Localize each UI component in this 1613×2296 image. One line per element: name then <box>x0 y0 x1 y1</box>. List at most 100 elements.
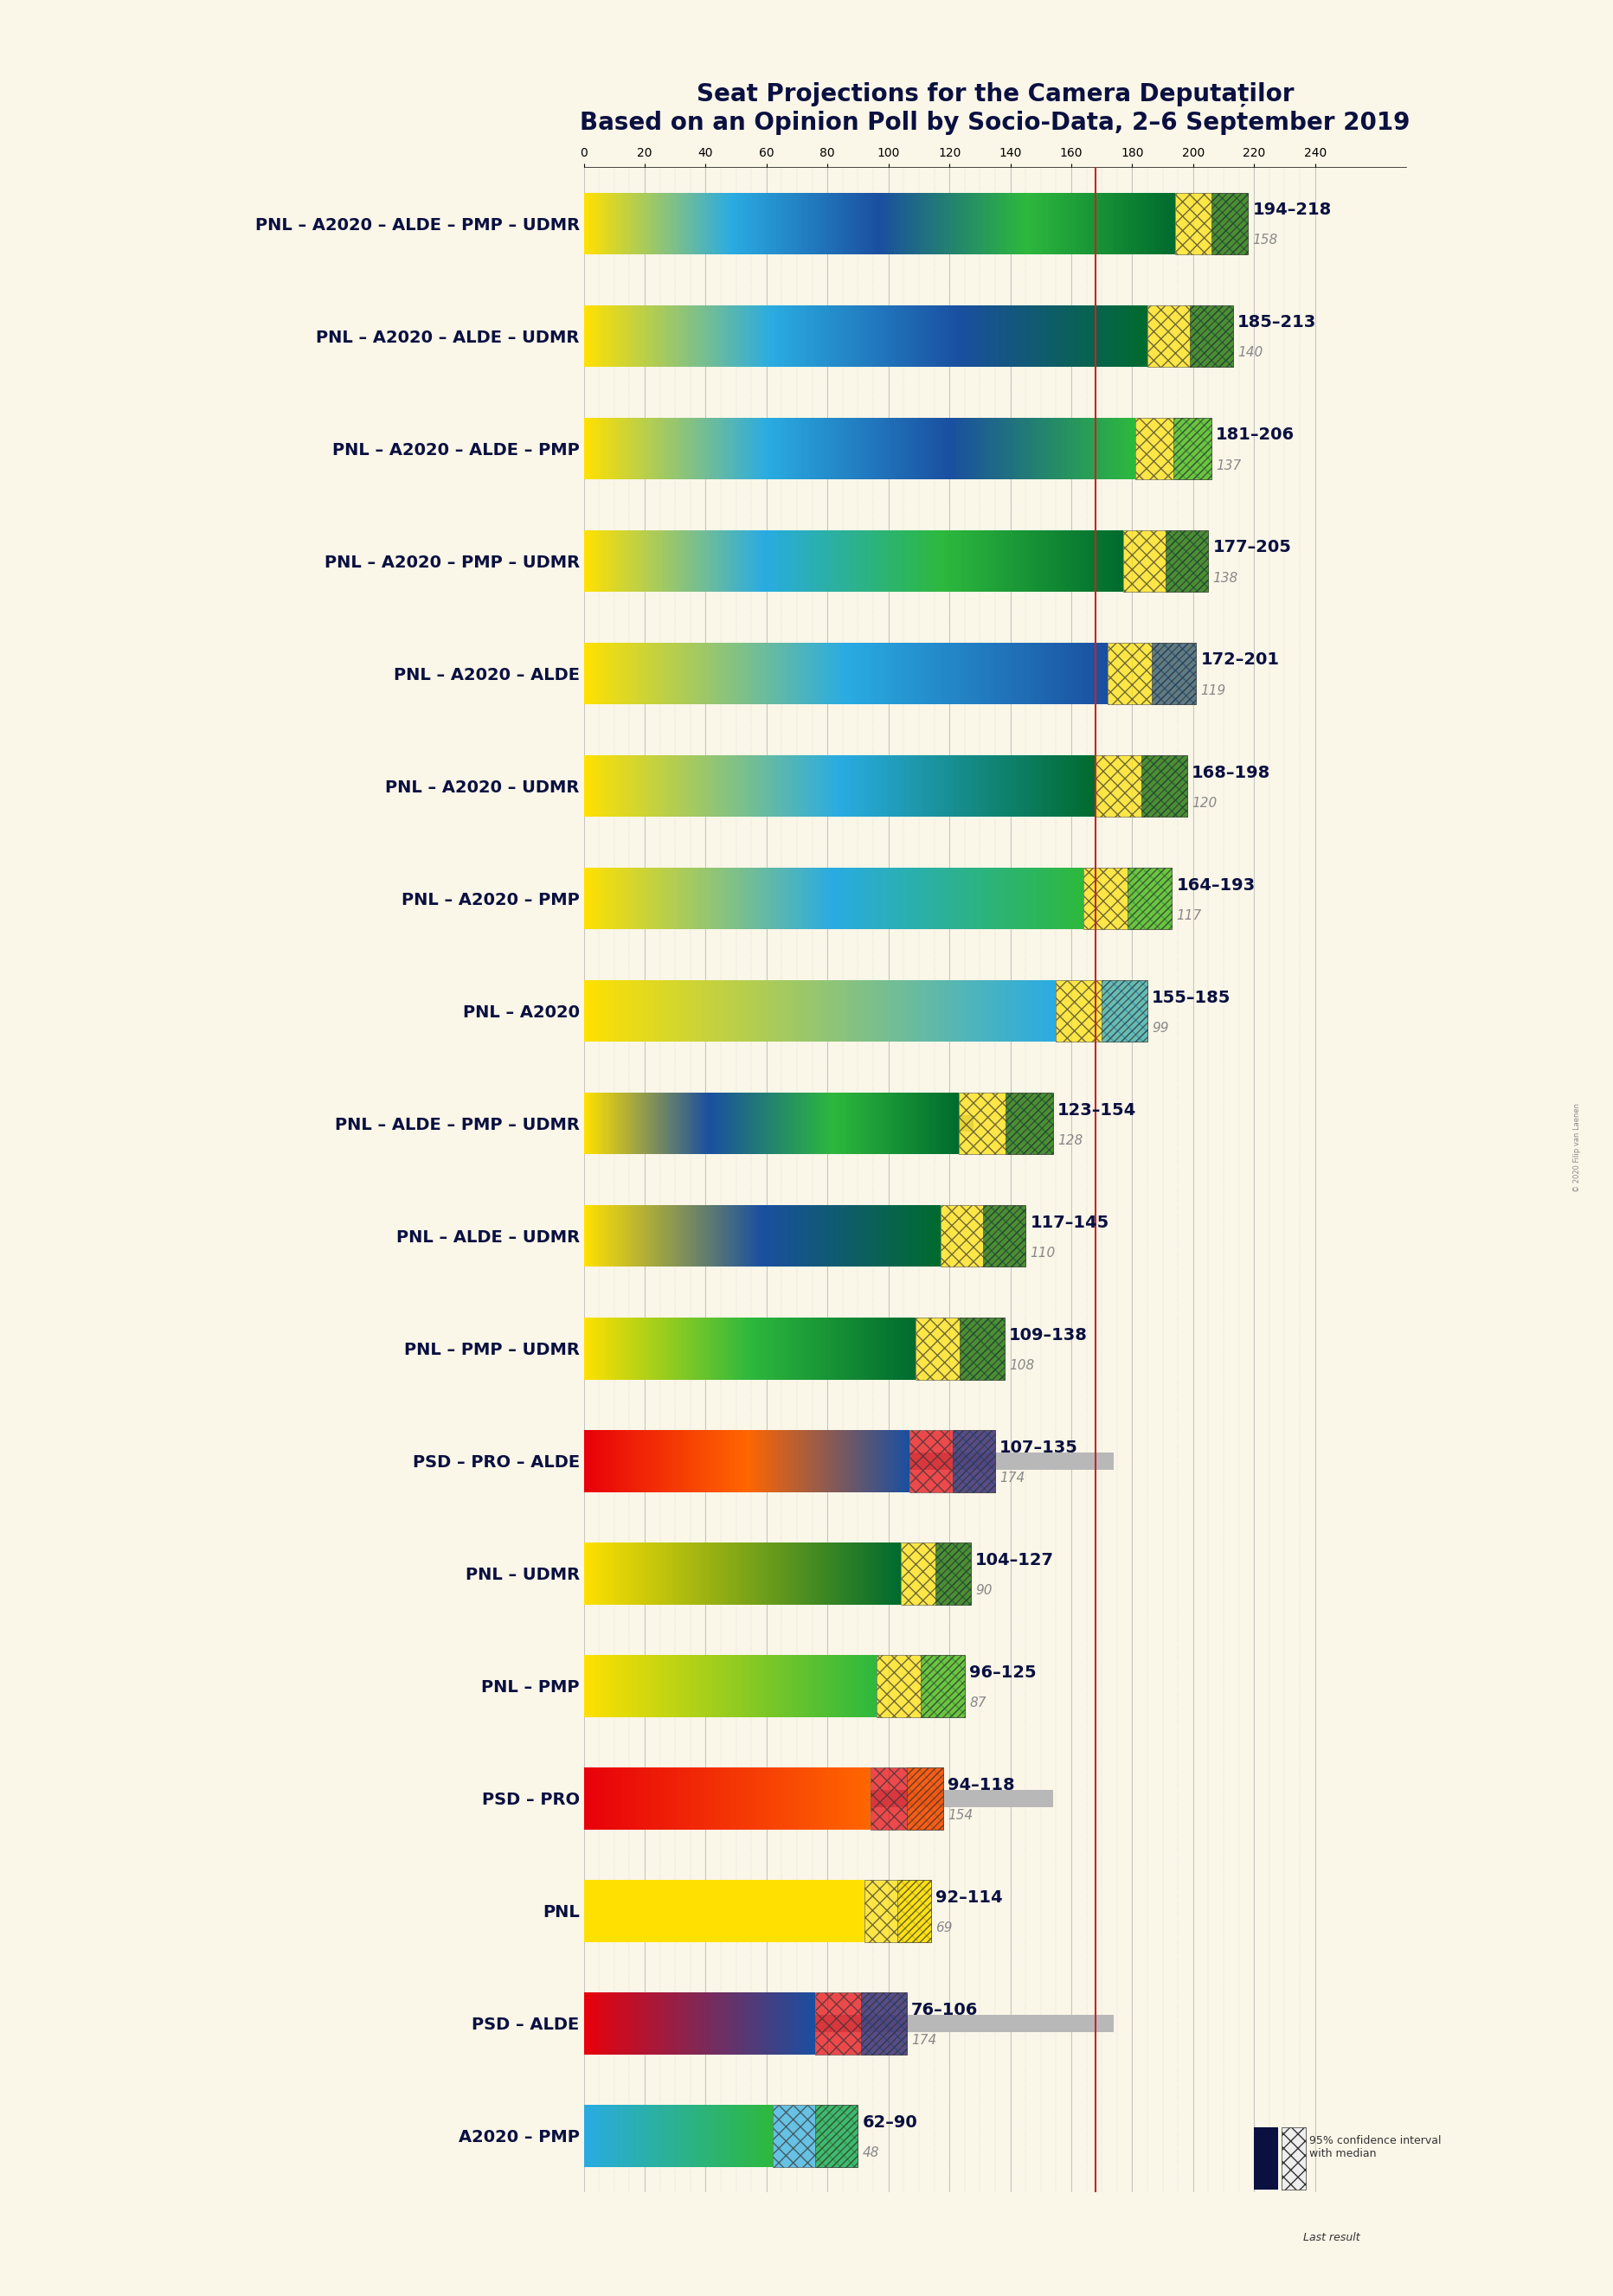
Bar <box>1066 868 1068 930</box>
Bar <box>589 643 592 705</box>
Bar <box>697 643 698 705</box>
Bar <box>786 643 789 705</box>
Bar <box>779 1430 781 1492</box>
Bar <box>634 1093 636 1155</box>
Bar <box>690 1430 692 1492</box>
Bar <box>695 1543 697 1605</box>
Bar <box>724 755 727 817</box>
Bar <box>1102 305 1105 367</box>
Bar <box>960 193 961 255</box>
Bar <box>686 1205 687 1267</box>
Bar <box>989 193 992 255</box>
Bar <box>742 1430 744 1492</box>
Bar <box>632 1093 634 1155</box>
Bar <box>608 643 610 705</box>
Bar <box>1026 643 1029 705</box>
Bar <box>800 1430 802 1492</box>
Bar <box>665 1430 666 1492</box>
Bar <box>934 980 936 1042</box>
Bar <box>960 980 961 1042</box>
Bar <box>987 418 989 480</box>
Bar <box>927 755 929 817</box>
Bar <box>865 980 868 1042</box>
Bar <box>816 1093 818 1155</box>
Bar <box>658 1318 660 1380</box>
Bar <box>713 1093 715 1155</box>
Bar <box>861 1205 863 1267</box>
Bar <box>600 1318 602 1380</box>
Bar <box>619 1430 621 1492</box>
Bar <box>671 1543 673 1605</box>
Bar <box>666 980 669 1042</box>
Bar <box>584 980 586 1042</box>
Bar <box>711 1543 713 1605</box>
Bar <box>624 755 627 817</box>
Bar <box>736 418 739 480</box>
Bar <box>1110 530 1113 592</box>
Bar <box>894 1430 895 1492</box>
Bar <box>1039 755 1042 817</box>
Bar <box>1089 755 1090 817</box>
Bar <box>689 305 690 367</box>
Bar <box>890 530 894 592</box>
Bar <box>771 1205 773 1267</box>
Bar <box>621 643 623 705</box>
Bar <box>810 1318 811 1380</box>
Bar <box>698 1543 700 1605</box>
Bar <box>619 1205 621 1267</box>
Bar <box>779 980 782 1042</box>
Bar <box>873 1318 874 1380</box>
Bar <box>631 1318 632 1380</box>
Bar <box>652 643 655 705</box>
Bar <box>642 755 645 817</box>
Bar <box>700 1318 702 1380</box>
Bar <box>1002 530 1005 592</box>
Bar <box>702 1318 703 1380</box>
Bar <box>789 1543 790 1605</box>
Bar <box>907 1318 908 1380</box>
Bar <box>797 755 798 817</box>
Bar <box>626 193 627 255</box>
Bar <box>948 1093 952 1155</box>
Bar <box>1044 980 1047 1042</box>
Bar <box>634 1430 636 1492</box>
Bar <box>913 1205 915 1267</box>
Bar <box>1098 193 1102 255</box>
Bar <box>761 643 765 705</box>
Bar <box>669 868 671 930</box>
Bar <box>847 193 850 255</box>
Bar <box>858 755 860 817</box>
Bar <box>594 980 595 1042</box>
Bar <box>894 193 897 255</box>
Bar <box>866 1093 869 1155</box>
Bar <box>676 1543 677 1605</box>
Bar <box>592 868 594 930</box>
Bar <box>1011 980 1013 1042</box>
Bar <box>934 305 936 367</box>
Bar <box>813 418 816 480</box>
Bar <box>718 1205 719 1267</box>
Bar <box>845 418 848 480</box>
Bar <box>584 1430 586 1492</box>
Bar <box>781 868 784 930</box>
Bar <box>840 755 842 817</box>
Bar <box>934 1093 936 1155</box>
Bar <box>926 530 929 592</box>
Bar <box>756 868 758 930</box>
Bar <box>1097 643 1100 705</box>
Bar <box>594 1430 595 1492</box>
Bar <box>774 1543 776 1605</box>
Bar <box>871 868 874 930</box>
Bar <box>894 1543 895 1605</box>
Bar <box>636 1093 639 1155</box>
Bar <box>997 418 1000 480</box>
Bar <box>748 1430 750 1492</box>
Bar <box>913 868 916 930</box>
Bar <box>877 755 881 817</box>
Bar <box>647 1093 650 1155</box>
Bar <box>1023 530 1026 592</box>
Bar <box>1032 643 1034 705</box>
Bar <box>586 1430 587 1492</box>
Bar <box>1016 643 1019 705</box>
Bar <box>1010 305 1013 367</box>
